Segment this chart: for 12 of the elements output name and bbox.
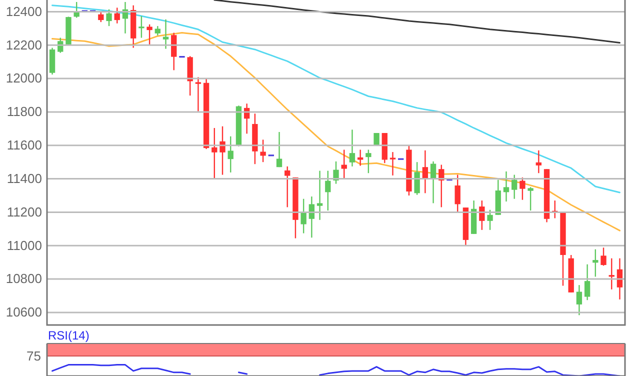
- y-tick-label: 11600: [6, 138, 42, 153]
- y-tick-label: 11000: [6, 238, 42, 253]
- y-tick-label: 10800: [6, 271, 42, 286]
- y-tick-label: 11400: [6, 170, 42, 186]
- y-tick-label: 12200: [6, 37, 42, 52]
- y-tick-label: 11800: [6, 104, 42, 120]
- y-tick-label: 12400: [6, 4, 42, 19]
- y-tick-label: 11200: [6, 204, 42, 220]
- text: 75: [26, 348, 41, 364]
- y-tick-label: 10600: [6, 304, 42, 320]
- chart-title: RSI(14): [48, 328, 90, 342]
- y-tick-label: 12000: [6, 70, 42, 86]
